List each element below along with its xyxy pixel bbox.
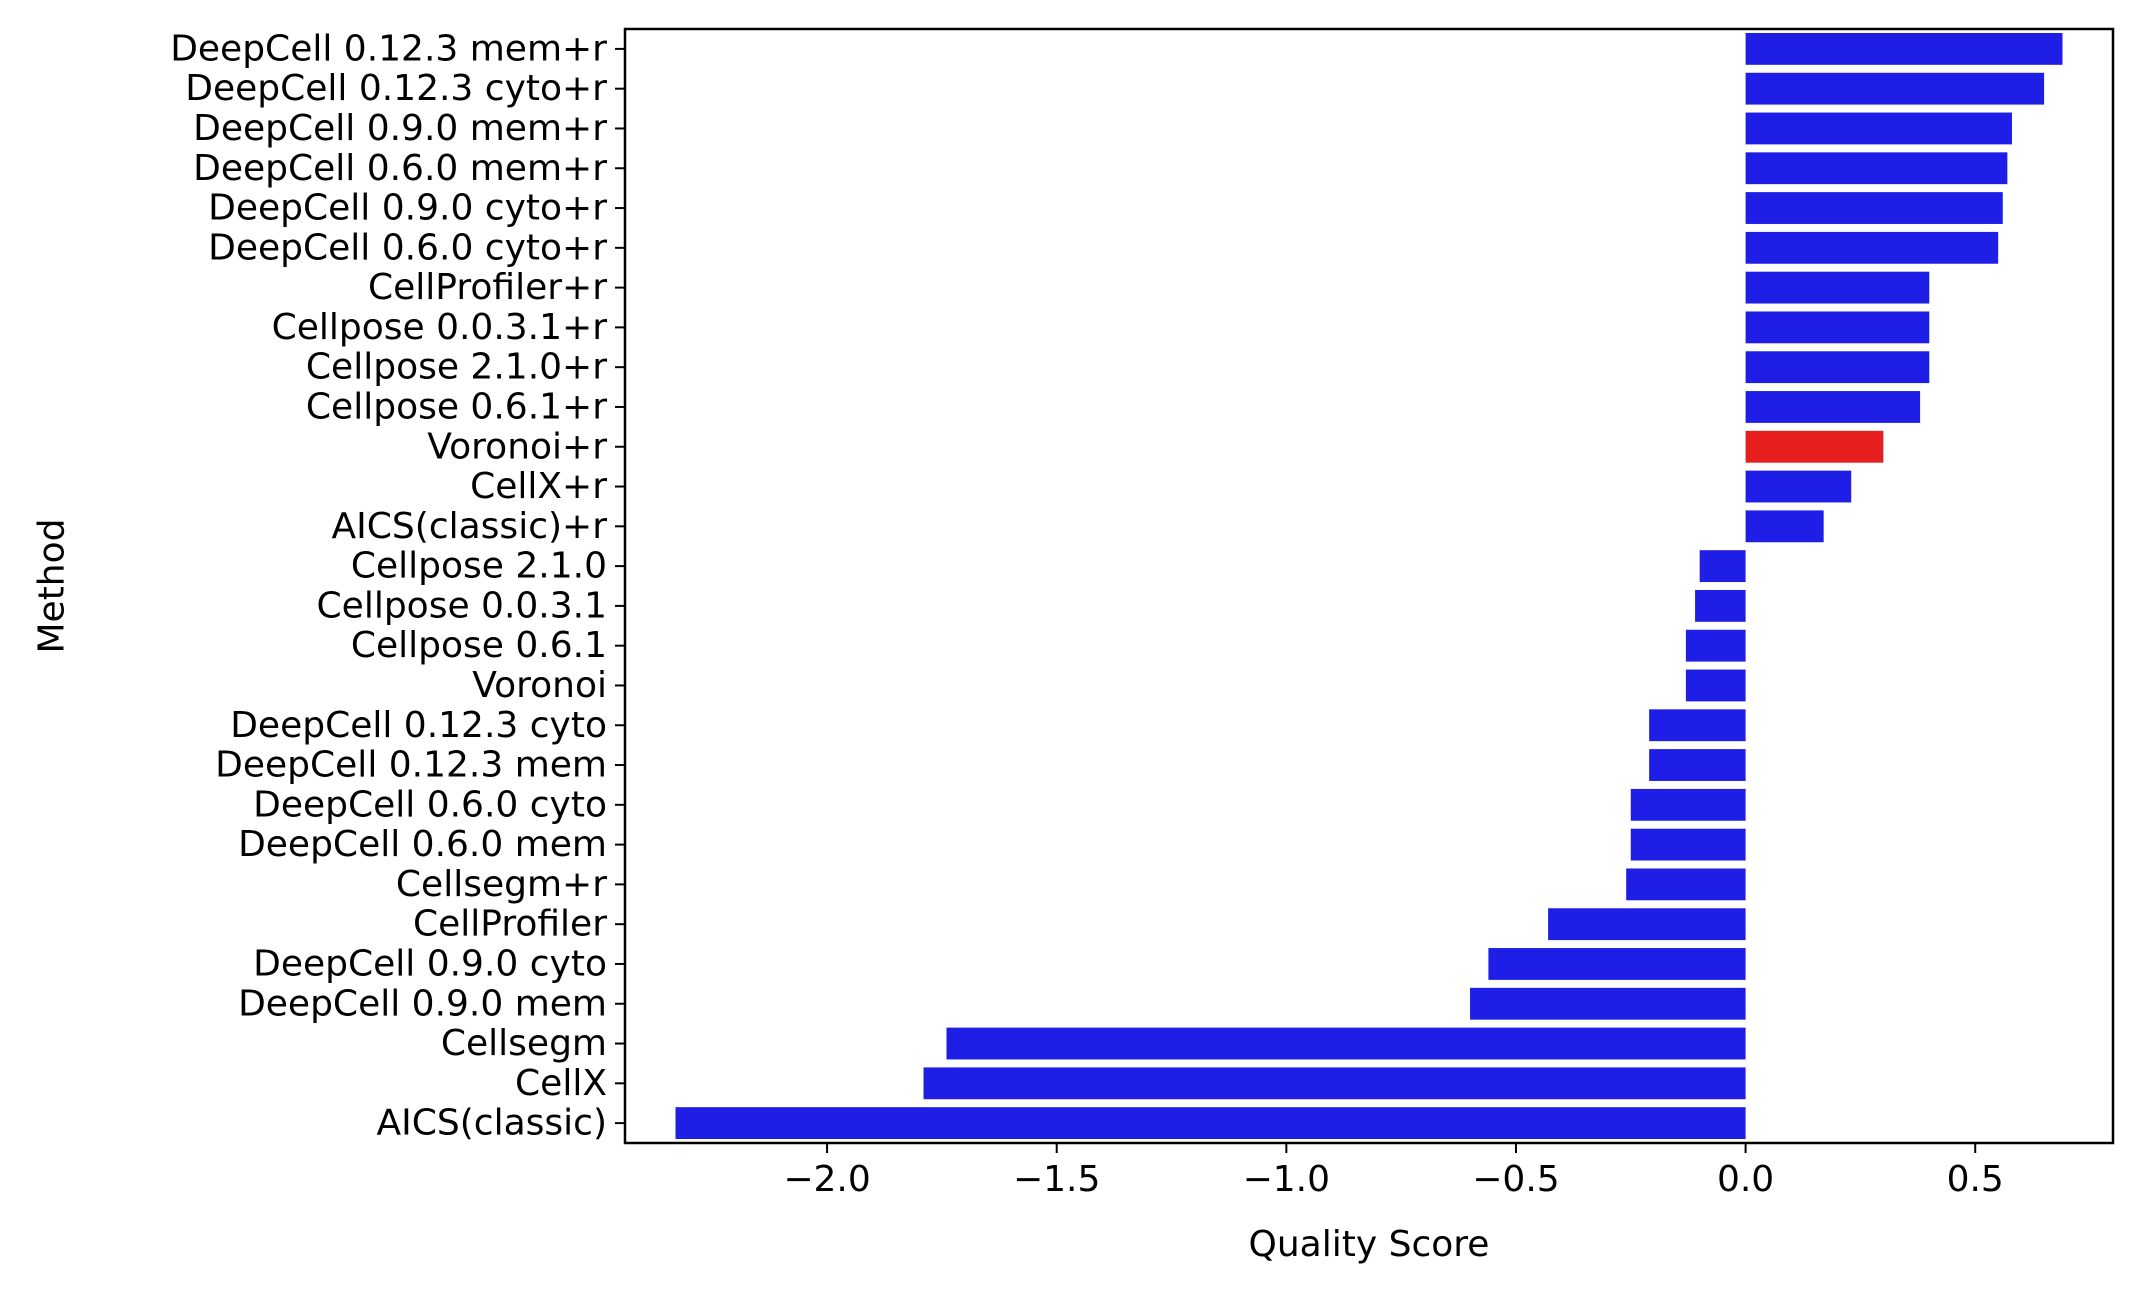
bar [1745,32,2063,65]
bar [1745,311,1930,344]
y-tick-label: Cellpose 0.0.3.1 [317,585,607,626]
y-tick-label: DeepCell 0.6.0 cyto+r [208,227,607,268]
y-tick-label: DeepCell 0.12.3 mem [215,745,607,786]
y-tick-label: DeepCell 0.6.0 mem+r [193,148,607,189]
y-tick-label: DeepCell 0.9.0 mem+r [193,108,607,149]
y-tick-label: Voronoi+r [427,426,607,467]
bar [1745,152,2008,185]
x-tick-label: 0.0 [1717,1159,1774,1200]
y-tick-label: DeepCell 0.9.0 cyto [253,943,607,984]
y-tick-label: Cellpose 0.6.1 [351,625,607,666]
bar [1630,788,1746,821]
y-tick-label: CellProfiler+r [368,267,607,308]
y-tick-label: AICS(classic) [377,1103,607,1144]
y-tick-label: DeepCell 0.6.0 mem [238,824,607,865]
bar [1745,430,1884,463]
y-tick-label: Cellpose 0.6.1+r [306,386,607,427]
plot-frame [623,27,2115,1145]
y-tick-label: DeepCell 0.9.0 cyto+r [208,188,607,229]
bar [1745,231,1999,264]
bar [1745,112,2012,145]
bar [1745,391,1921,423]
y-tick-label: DeepCell 0.12.3 mem+r [170,28,607,69]
y-tick-label: Cellsegm [441,1023,607,1064]
bar [1630,828,1746,861]
y-tick-label: Cellpose 2.1.0 [351,546,607,587]
x-tick-label: 0.5 [1947,1159,2004,1200]
y-axis-title: Method [32,518,73,653]
x-tick-label: −1.0 [1243,1159,1330,1200]
bar [1745,72,2045,105]
bar [1745,271,1930,304]
bar [1685,629,1746,662]
bar [1488,948,1746,980]
y-tick-label: AICS(classic)+r [332,506,608,547]
y-tick-label: CellX+r [470,466,607,507]
bar [675,1107,1746,1140]
bar [1649,709,1746,742]
bar [1548,908,1746,941]
bar [1685,669,1746,702]
y-tick-label: Cellpose 2.1.0+r [306,347,607,388]
x-axis-title: Quality Score [1249,1224,1490,1265]
bar [1695,589,1746,622]
x-axis: −2.0 −1.5 −1.0 −0.5 0.0 0.5 [783,1143,2004,1200]
x-tick-label: −2.0 [783,1159,870,1200]
y-tick-label: DeepCell 0.12.3 cyto [230,705,607,746]
bar [1745,192,2003,224]
bar [1649,749,1746,781]
bar [1745,470,1852,503]
y-tick-label: Cellpose 0.0.3.1+r [272,307,608,348]
y-tick-label: Cellsegm+r [396,864,607,905]
x-tick-label: −0.5 [1472,1159,1559,1200]
bar [1470,987,1746,1020]
y-tick-label: DeepCell 0.12.3 cyto+r [185,68,607,109]
y-tick-label: DeepCell 0.9.0 mem [238,983,607,1024]
y-tick-label: CellProfiler [413,904,607,945]
bar [1626,868,1746,901]
bar [1745,510,1824,543]
bar [1699,550,1746,583]
y-tick-label: Voronoi [472,665,607,706]
x-tick-label: −1.5 [1013,1159,1100,1200]
bars-group [675,32,2063,1140]
bar [946,1027,1746,1060]
bar [1745,351,1930,384]
y-tick-label: CellX [515,1063,607,1104]
bar [923,1067,1746,1100]
y-tick-label: DeepCell 0.6.0 cyto [253,784,607,825]
